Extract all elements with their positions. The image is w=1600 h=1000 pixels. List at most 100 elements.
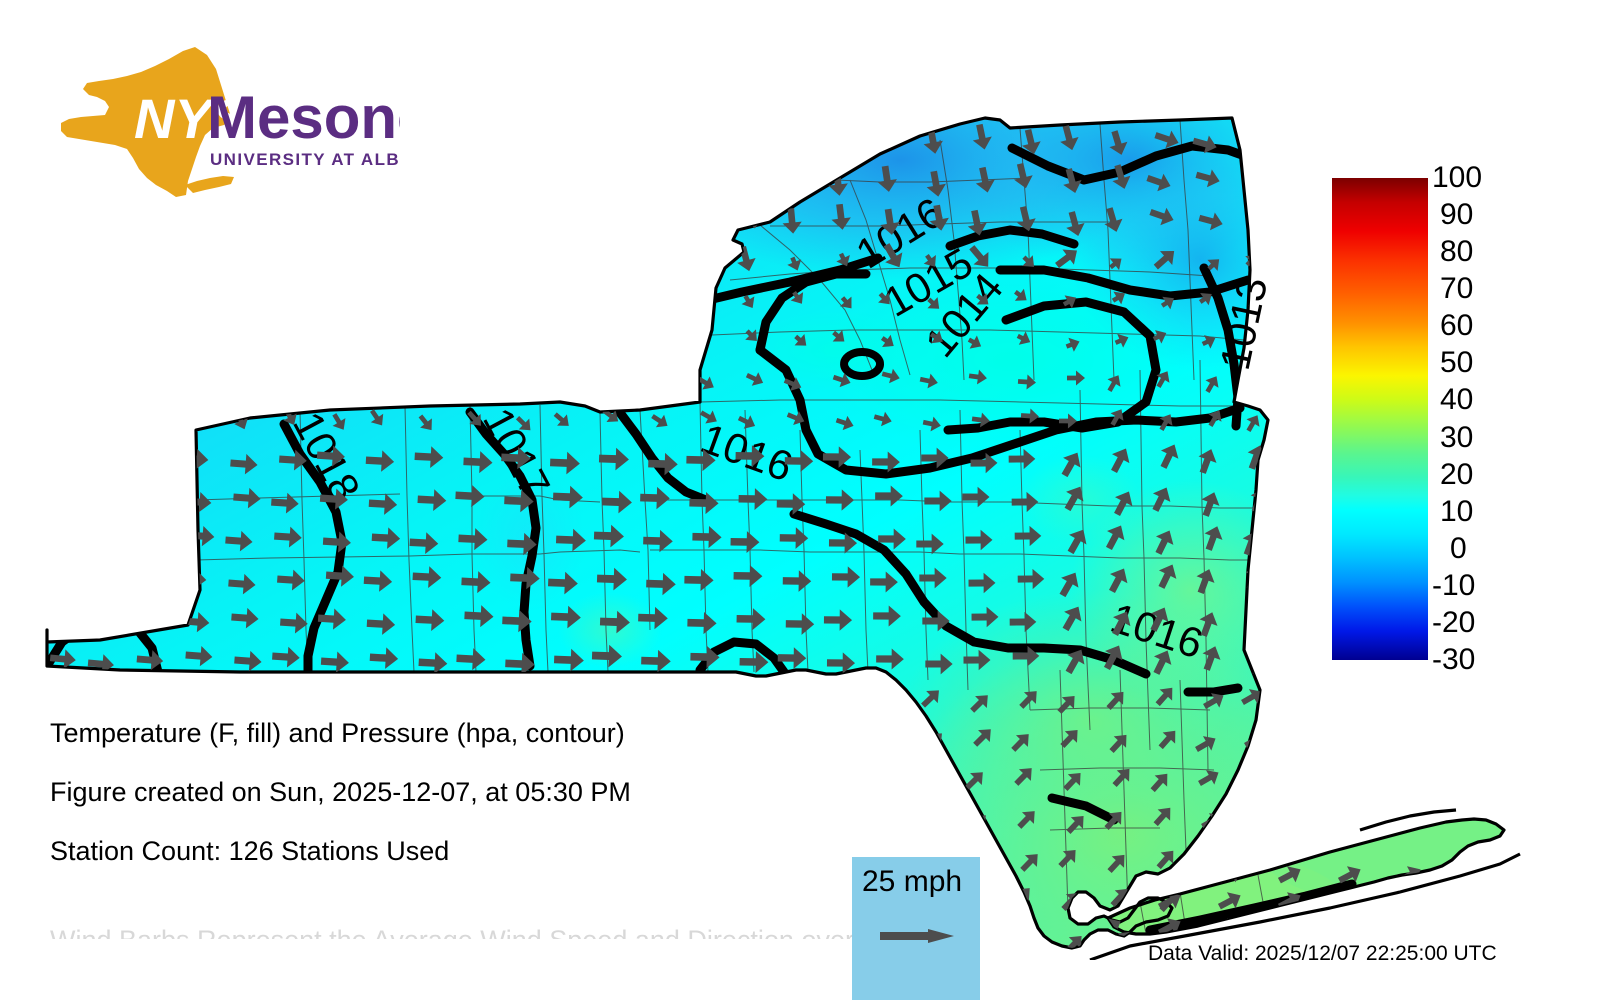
- wind-arrow: [56, 366, 72, 385]
- wind-arrow: [737, 415, 756, 429]
- wind-arrow: [510, 330, 524, 345]
- wind-arrow: [1204, 526, 1223, 551]
- wind-arrow: [1112, 768, 1130, 788]
- wind-arrow: [287, 332, 302, 347]
- wind-arrow: [1111, 291, 1125, 305]
- wind-arrow: [1022, 128, 1041, 155]
- wind-arrow: [924, 490, 952, 512]
- wind-arrow: [1158, 730, 1176, 750]
- wind-arrow: [1192, 135, 1217, 154]
- wind-arrow: [133, 607, 161, 628]
- wind-arrow: [1008, 448, 1036, 470]
- wind-arrow: [504, 489, 534, 513]
- wind-arrow: [550, 605, 581, 629]
- wind-arrow: [874, 122, 894, 149]
- wind-arrow: [1150, 773, 1168, 793]
- wind-arrow: [368, 493, 398, 515]
- wind-arrow: [779, 527, 809, 549]
- wind-arrow: [510, 566, 540, 590]
- colorbar-tick--30: -30: [1432, 643, 1476, 676]
- wind-arrow: [1061, 452, 1081, 478]
- wind-arrow: [512, 373, 528, 388]
- wind-arrow: [1153, 807, 1171, 827]
- wind-arrow: [1246, 415, 1260, 432]
- wind-arrow: [735, 445, 765, 467]
- nys-mesonet-logo: NYS Mesonet UNIVERSITY AT ALBANY: [55, 45, 400, 210]
- wind-arrow: [596, 567, 627, 591]
- wind-arrow: [697, 692, 717, 710]
- wind-arrow: [280, 373, 294, 392]
- wind-arrow: [967, 209, 987, 236]
- wind-arrow: [278, 692, 299, 709]
- wind-arrow: [279, 449, 307, 471]
- wind-arrow: [873, 605, 901, 627]
- wind-arrow: [786, 411, 805, 425]
- wind-arrow: [195, 406, 211, 425]
- wind-arrow: [469, 291, 485, 306]
- wind-arrow: [420, 295, 436, 310]
- wind-arrow: [878, 292, 890, 305]
- wind-arrow: [149, 292, 164, 307]
- wind-arrow: [369, 647, 399, 669]
- wind-arrow: [877, 771, 897, 789]
- caption-clipped-row: Wind Barbs Represent the Average Wind Sp…: [50, 925, 870, 939]
- wind-arrow: [1160, 296, 1174, 310]
- wind-arrow: [377, 375, 392, 392]
- wind-arrow: [922, 610, 950, 632]
- wind-arrow: [561, 369, 577, 383]
- wind-arrow: [1156, 371, 1170, 388]
- wind-arrow: [602, 129, 622, 155]
- wind-arrow: [919, 810, 937, 828]
- wind-arrow: [319, 488, 348, 510]
- wind-arrow: [1009, 611, 1037, 633]
- wind-arrow: [608, 332, 621, 345]
- wind-arrow: [1337, 866, 1361, 884]
- wind-arrow: [777, 647, 807, 669]
- wind-arrow: [875, 485, 903, 507]
- wind-arrow: [593, 524, 624, 548]
- wind-arrow: [741, 294, 755, 308]
- wind-arrow: [1020, 408, 1039, 424]
- wind-arrow: [47, 606, 73, 626]
- wind-arrow: [141, 695, 163, 711]
- wind-arrow: [923, 253, 936, 267]
- wind-arrow: [597, 206, 617, 232]
- wind-arrow: [1017, 811, 1035, 829]
- wind-arrow: [925, 653, 953, 675]
- wind-arrow: [414, 446, 444, 468]
- wind-arrow: [455, 485, 485, 508]
- wind-arrow: [102, 330, 118, 345]
- wind-arrow: [458, 528, 488, 551]
- wind-arrow: [374, 333, 389, 348]
- wind-arrow: [184, 491, 212, 513]
- wind-arrow: [92, 207, 109, 229]
- wind-arrow: [1017, 568, 1045, 590]
- wind-arrow: [380, 256, 395, 271]
- contour-main-sweep: [755, 345, 1245, 479]
- wind-arrow: [745, 329, 757, 342]
- wind-arrow: [326, 204, 344, 228]
- state-outline: [45, 116, 1521, 960]
- wind-arrow: [1017, 205, 1036, 232]
- wind-arrow: [962, 486, 990, 508]
- wind-arrow: [230, 453, 258, 475]
- wind-arrow: [550, 451, 580, 475]
- wind-arrow: [322, 531, 351, 553]
- wind-arrow: [365, 450, 395, 472]
- wind-arrow: [515, 128, 534, 153]
- wind-arrow: [643, 168, 663, 194]
- wind-arrow: [189, 331, 205, 346]
- wind-arrow: [929, 204, 949, 231]
- wind-arrow: [92, 689, 114, 706]
- wind-arrow: [831, 203, 851, 230]
- wind-arrow: [187, 525, 215, 547]
- wind-arrow: [140, 335, 156, 350]
- logo-svg: NYS Mesonet UNIVERSITY AT ALBANY: [61, 47, 400, 197]
- logo-primary-text: NYS: [134, 87, 249, 150]
- wind-arrow: [919, 373, 938, 389]
- colorbar-gradient: [1332, 178, 1428, 660]
- wind-arrow: [833, 689, 853, 707]
- wind-arrow: [141, 211, 158, 234]
- wind-arrow: [1067, 529, 1087, 555]
- wind-arrow: [971, 412, 990, 428]
